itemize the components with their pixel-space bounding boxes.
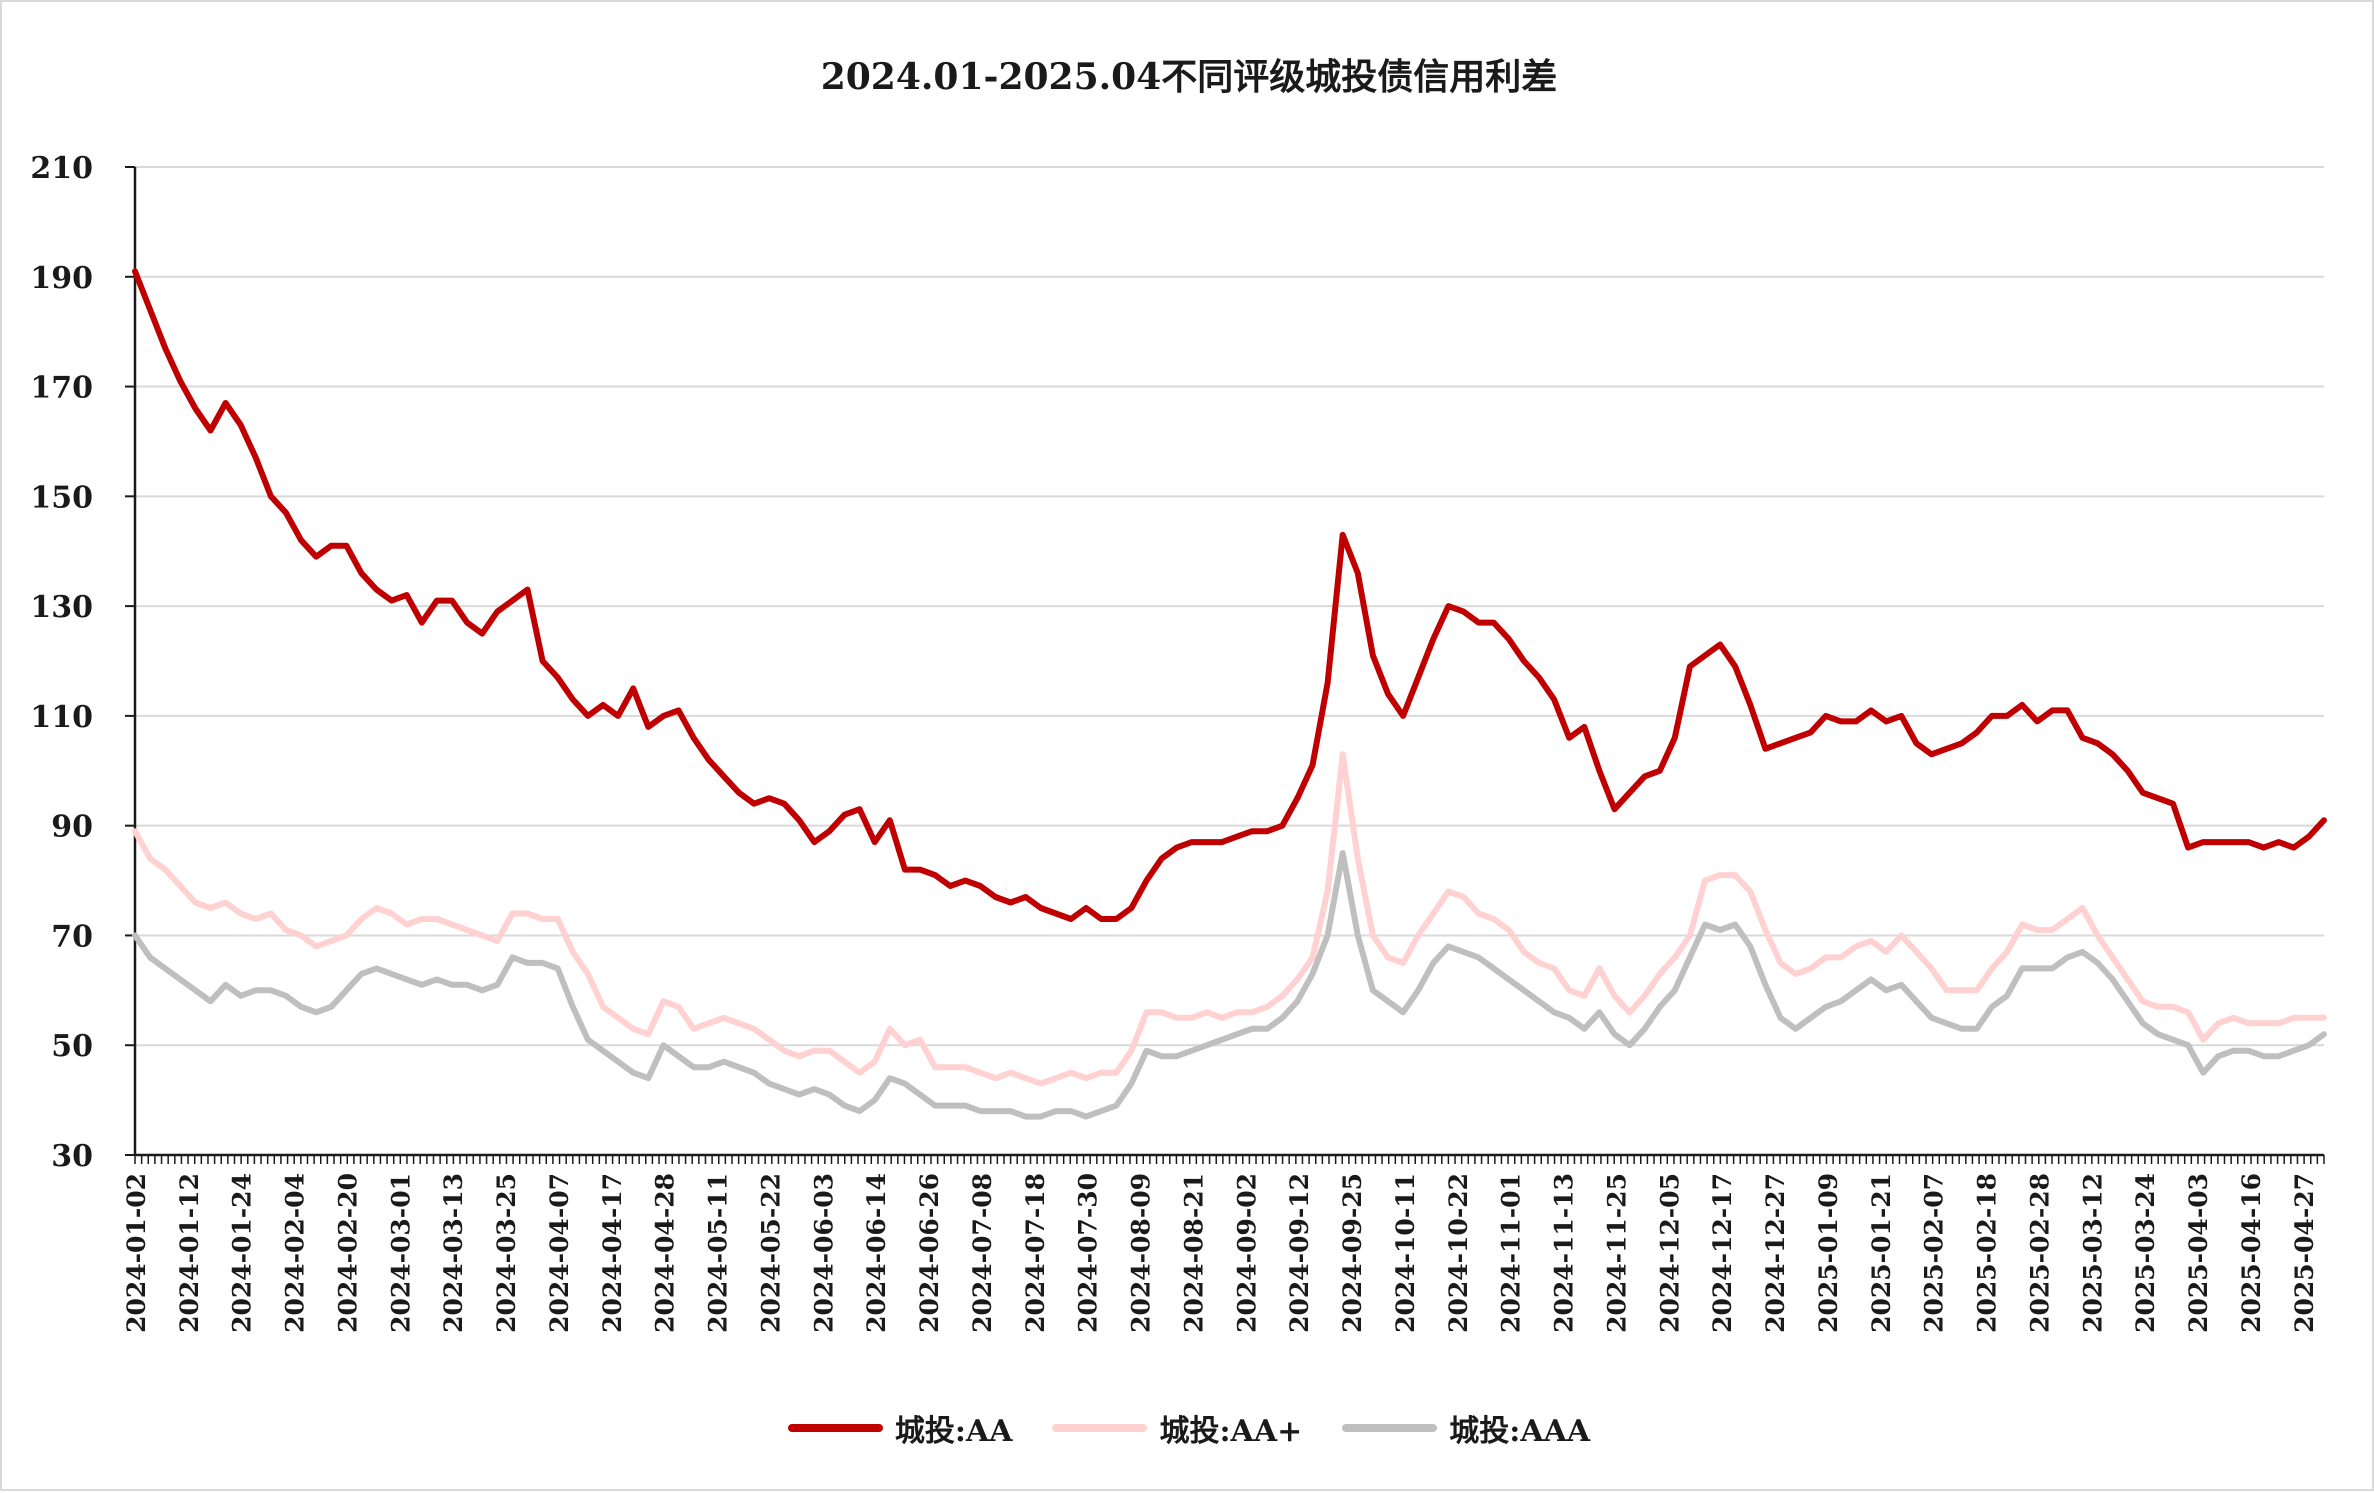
legend-item-aa-plus: 城投:AA+ (1052, 1406, 1302, 1450)
x-tick-label: 2024-07-08 (968, 1173, 997, 1333)
x-tick-label: 2025-01-09 (1814, 1173, 1843, 1333)
y-tick-label: 50 (51, 1029, 93, 1064)
series-line-0 (132, 268, 2327, 922)
gridlines (135, 166, 2324, 1047)
chart-title: 2024.01-2025.04不同评级城投债信用利差 (820, 56, 1558, 98)
y-tick-label: 110 (30, 700, 93, 735)
x-tick-label: 2024-09-12 (1285, 1173, 1314, 1333)
x-tick-label: 2025-02-18 (1973, 1173, 2002, 1333)
x-tick-label: 2025-04-16 (2237, 1173, 2266, 1333)
x-tick-label: 2024-04-07 (545, 1173, 574, 1333)
x-tick-label: 2024-12-27 (1761, 1173, 1790, 1333)
legend-label-aa-plus: 城投:AA+ (1159, 1414, 1303, 1449)
x-tick-label: 2025-04-27 (2290, 1173, 2319, 1333)
x-tick-label: 2024-09-25 (1338, 1173, 1367, 1333)
x-tick-label: 2025-02-07 (1920, 1173, 1949, 1333)
x-tick-label: 2024-08-21 (1179, 1173, 1208, 1333)
x-tick-label: 2024-01-24 (228, 1173, 257, 1333)
legend-label-aa: 城投:AA (894, 1414, 1013, 1449)
x-tick-label: 2024-08-09 (1127, 1173, 1156, 1333)
series-line-2 (132, 850, 2327, 1120)
x-tick-label: 2024-01-02 (122, 1173, 151, 1333)
x-tick-label: 2024-03-25 (492, 1173, 521, 1333)
y-tick-label: 90 (51, 810, 93, 845)
x-tick-label: 2024-06-14 (862, 1173, 891, 1333)
x-tick-label: 2024-03-01 (386, 1173, 415, 1333)
x-tick-label: 2024-02-04 (281, 1173, 310, 1333)
x-tick-label: 2025-02-28 (2025, 1173, 2054, 1333)
x-tick-label: 2025-04-03 (2184, 1173, 2213, 1333)
x-tick-label: 2024-12-17 (1708, 1173, 1737, 1333)
x-tick-label: 2024-05-11 (704, 1173, 733, 1333)
y-tick-label: 150 (30, 480, 93, 515)
y-tick-label: 210 (30, 151, 93, 186)
y-tick-label: 30 (51, 1139, 93, 1174)
legend: 城投:AA 城投:AA+ 城投:AAA (2, 1406, 2374, 1450)
series-line-1 (132, 751, 2327, 1087)
x-tick-label: 2024-04-28 (651, 1173, 680, 1333)
x-tick-label: 2024-11-01 (1497, 1173, 1526, 1333)
x-tick-label: 2024-05-22 (756, 1173, 785, 1333)
legend-swatch-aa-plus (1052, 1424, 1148, 1432)
y-tick-labels: 30 50 70 90 110 130 150 170 190 210 (30, 151, 93, 1174)
y-tick-label: 130 (30, 590, 93, 625)
y-tick-label: 170 (30, 371, 93, 406)
legend-swatch-aaa (1342, 1424, 1438, 1432)
x-tick-label: 2024-01-12 (175, 1173, 204, 1333)
y-tick-label: 70 (51, 919, 93, 954)
legend-item-aaa: 城投:AAA (1342, 1406, 1590, 1450)
legend-label-aaa: 城投:AAA (1449, 1414, 1591, 1449)
y-tick-label: 190 (30, 261, 93, 296)
axes (125, 166, 2325, 1164)
x-tick-label: 2024-06-26 (915, 1173, 944, 1333)
x-tick-label: 2024-03-13 (439, 1173, 468, 1333)
legend-swatch-aa (787, 1424, 883, 1432)
x-tick-label: 2024-04-17 (598, 1173, 627, 1333)
x-tick-label: 2024-09-02 (1232, 1173, 1261, 1333)
x-tick-label: 2024-07-30 (1074, 1173, 1103, 1333)
x-tick-label: 2024-11-25 (1602, 1173, 1631, 1333)
x-tick-label: 2024-12-05 (1655, 1173, 1684, 1333)
x-tick-label: 2024-10-22 (1444, 1173, 1473, 1333)
series-lines (132, 268, 2327, 1120)
x-tick-label: 2025-03-12 (2078, 1173, 2107, 1333)
x-tick-label: 2024-07-18 (1021, 1173, 1050, 1333)
x-tick-label: 2025-01-21 (1867, 1173, 1896, 1333)
x-tick-labels: 2024-01-02 2024-01-12 2024-01-24 2024-02-04… (122, 1173, 2319, 1333)
legend-item-aa: 城投:AA (787, 1406, 1013, 1450)
x-tick-label: 2024-11-13 (1550, 1173, 1579, 1333)
x-tick-label: 2024-10-11 (1391, 1173, 1420, 1333)
x-tick-label: 2024-06-03 (809, 1173, 838, 1333)
x-tick-label: 2024-02-20 (333, 1173, 362, 1333)
x-tick-label: 2025-03-24 (2131, 1173, 2160, 1333)
